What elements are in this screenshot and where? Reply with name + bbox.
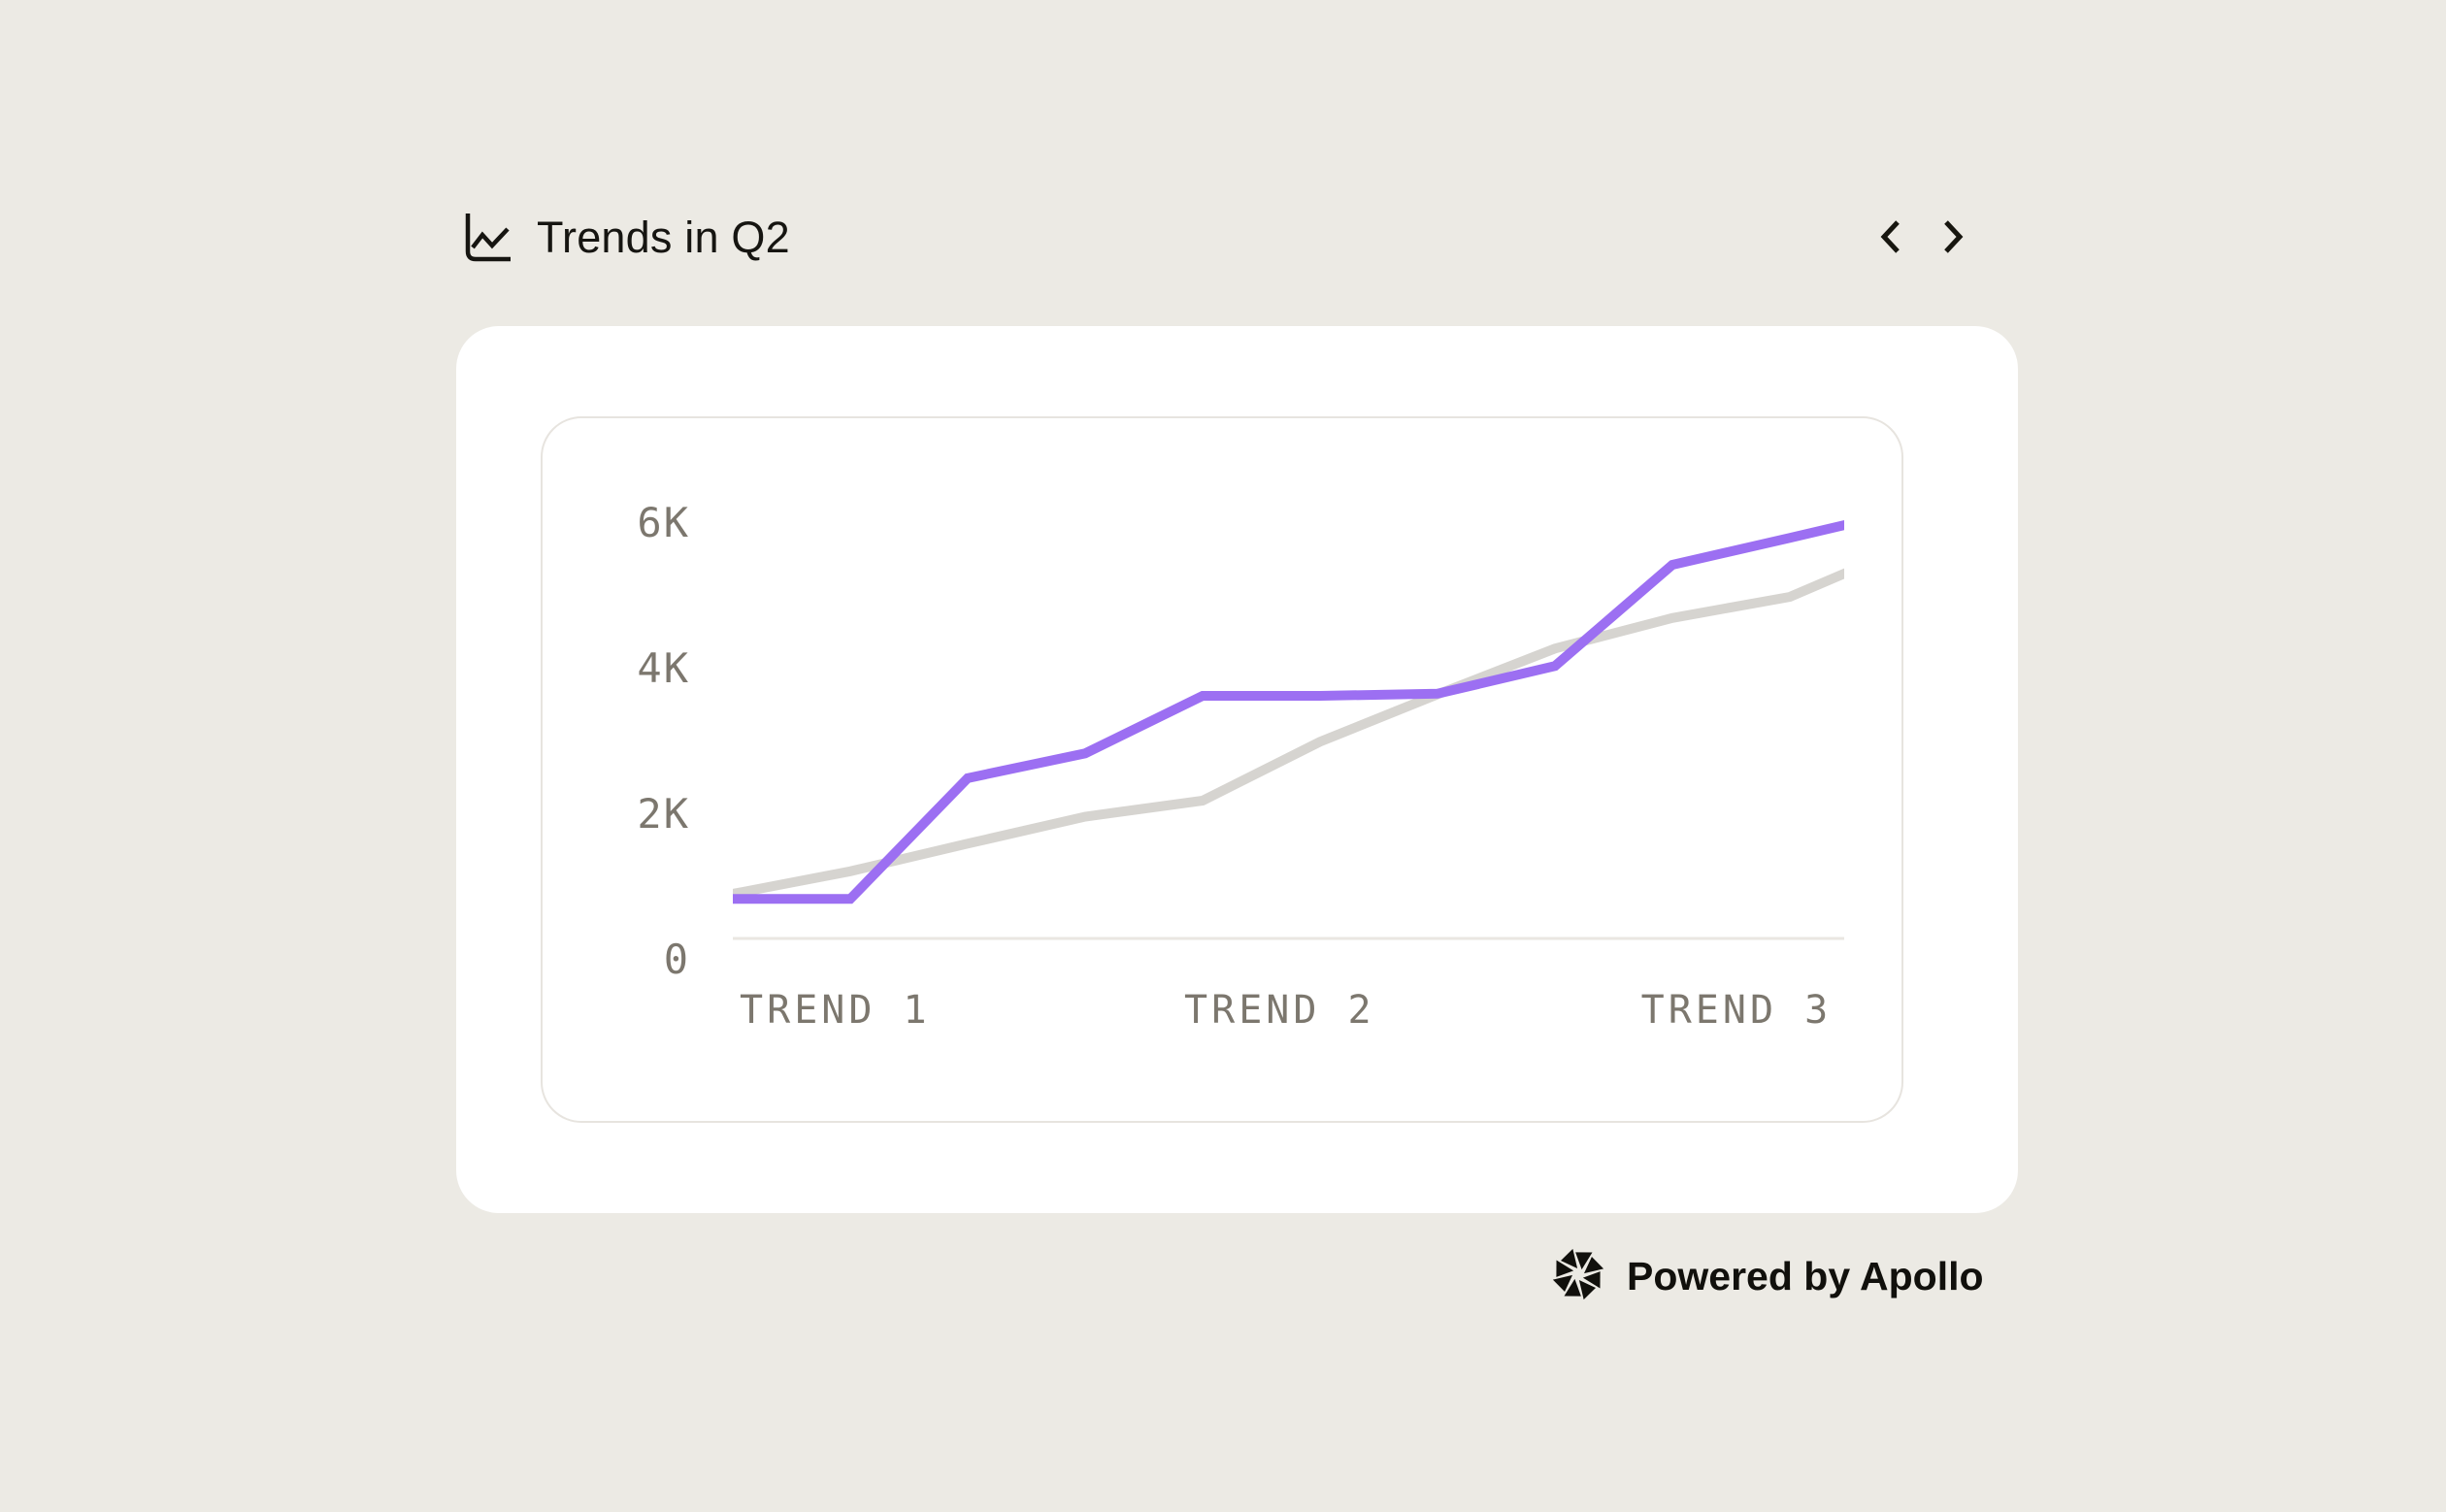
x-tick-label: TREND 1 (740, 988, 931, 1033)
next-button[interactable] (1932, 216, 1974, 259)
trend-line-primary (733, 519, 1844, 904)
y-tick-label: 0 (663, 936, 690, 983)
trend-line-secondary (733, 568, 1844, 899)
chevron-left-icon (1875, 217, 1906, 259)
y-tick-label: 4K (637, 644, 690, 692)
chevron-right-icon (1937, 217, 1968, 259)
page-title: Trends in Q2 (537, 213, 790, 262)
plot-area: TREND 1 TREND 2 TREND 3 (733, 416, 1844, 1123)
line-chart-icon (464, 213, 512, 263)
apollo-logo-icon (1551, 1247, 1605, 1306)
x-tick-label: TREND 3 (1640, 988, 1833, 1033)
y-tick-label: 2K (637, 790, 690, 838)
powered-by-text: Powered by Apollo (1627, 1254, 1984, 1298)
x-tick-label: TREND 2 (1184, 988, 1375, 1033)
chart-card: 6K 4K 2K 0 TREND 1 TREND 2 TREND 3 (456, 326, 2018, 1213)
chart-panel: 6K 4K 2K 0 TREND 1 TREND 2 TREND 3 (541, 416, 1903, 1123)
prev-button[interactable] (1869, 216, 1912, 259)
powered-by-apollo-link[interactable]: Powered by Apollo (1551, 1247, 1984, 1306)
chart-header: Trends in Q2 (464, 211, 790, 265)
y-tick-label: 6K (637, 499, 690, 546)
